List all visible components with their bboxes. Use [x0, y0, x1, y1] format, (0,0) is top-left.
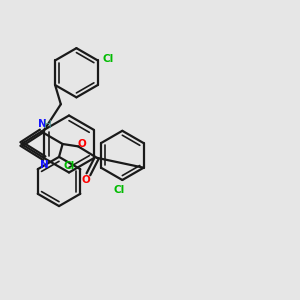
Text: O: O: [77, 139, 86, 149]
Text: Cl: Cl: [63, 161, 74, 171]
Text: N: N: [40, 160, 49, 170]
Text: Cl: Cl: [103, 54, 114, 64]
Text: N: N: [38, 119, 47, 129]
Text: H: H: [44, 120, 52, 130]
Text: O: O: [82, 175, 90, 185]
Text: Cl: Cl: [114, 184, 125, 195]
